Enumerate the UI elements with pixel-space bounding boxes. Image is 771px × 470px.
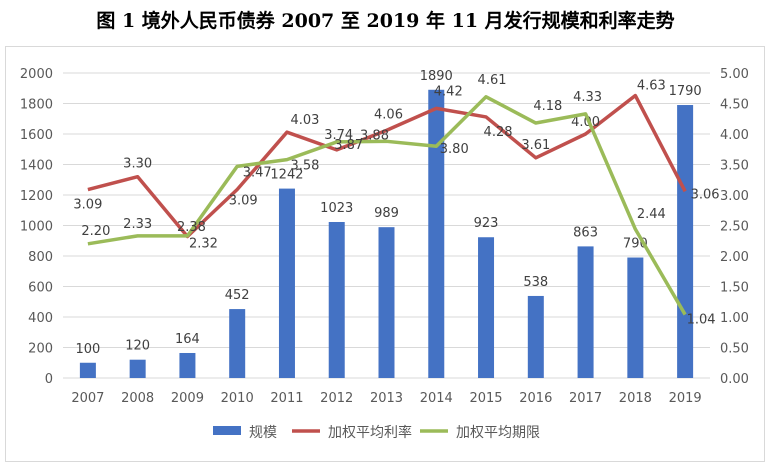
term-data-label: 3.47 bbox=[243, 165, 272, 180]
x-tick-label: 2015 bbox=[469, 391, 502, 406]
y-left-tick-label: 800 bbox=[28, 250, 53, 265]
y-right-tick-label: 1.00 bbox=[720, 311, 749, 326]
x-tick-label: 2009 bbox=[171, 391, 204, 406]
rate-data-label: 4.42 bbox=[434, 84, 463, 99]
x-tick-label: 2012 bbox=[320, 391, 353, 406]
bar-data-label: 989 bbox=[374, 206, 399, 221]
term-data-label: 3.88 bbox=[360, 128, 389, 143]
bar-data-label: 1023 bbox=[320, 201, 353, 216]
bar-data-label: 1890 bbox=[420, 69, 453, 84]
x-tick-label: 2018 bbox=[619, 391, 652, 406]
term-data-label: 2.33 bbox=[123, 217, 152, 232]
y-left-tick-label: 200 bbox=[28, 342, 53, 357]
y-left-tick-label: 2000 bbox=[20, 67, 53, 82]
y-right-tick-label: 5.00 bbox=[720, 67, 749, 82]
x-tick-label: 2014 bbox=[420, 391, 453, 406]
term-data-label: 2.38 bbox=[177, 220, 206, 235]
x-tick-label: 2007 bbox=[71, 391, 104, 406]
y-left-tick-label: 1800 bbox=[20, 98, 53, 113]
rate-data-label: 3.30 bbox=[123, 157, 152, 172]
bar-2008 bbox=[129, 359, 146, 378]
term-data-label: 1.04 bbox=[687, 313, 716, 328]
y-left-tick-label: 0 bbox=[45, 372, 53, 387]
bar-2009 bbox=[179, 352, 196, 378]
y-right-tick-label: 1.50 bbox=[720, 281, 749, 296]
legend-label: 加权平均期限 bbox=[456, 425, 540, 441]
bar-2019 bbox=[677, 105, 694, 379]
term-data-label: 2.20 bbox=[81, 224, 110, 239]
legend-swatch-bar bbox=[213, 426, 241, 435]
x-tick-label: 2017 bbox=[569, 391, 602, 406]
bar-2015 bbox=[478, 237, 495, 378]
bar-data-label: 923 bbox=[474, 216, 499, 231]
bar-2010 bbox=[229, 309, 246, 378]
y-right-tick-label: 0.00 bbox=[720, 372, 749, 387]
x-tick-label: 2010 bbox=[221, 391, 254, 406]
x-tick-label: 2016 bbox=[519, 391, 552, 406]
y-right-tick-label: 4.50 bbox=[720, 98, 749, 113]
rate-data-label: 3.09 bbox=[229, 194, 258, 209]
y-right-tick-label: 3.00 bbox=[720, 189, 749, 204]
term-data-label: 4.18 bbox=[533, 99, 562, 114]
rate-data-label: 3.74 bbox=[324, 128, 353, 143]
x-tick-label: 2008 bbox=[121, 391, 154, 406]
term-data-label: 3.58 bbox=[290, 159, 319, 174]
bar-2011 bbox=[278, 188, 295, 378]
bar-2007 bbox=[79, 362, 96, 378]
rate-data-label: 3.06 bbox=[691, 187, 720, 202]
y-left-tick-label: 1600 bbox=[20, 128, 53, 143]
rate-data-label: 4.06 bbox=[374, 107, 403, 122]
y-left-tick-label: 600 bbox=[28, 281, 53, 296]
rate-data-label: 4.63 bbox=[637, 79, 666, 94]
bar-data-label: 100 bbox=[75, 342, 100, 357]
chart-frame bbox=[5, 46, 765, 462]
bar-2016 bbox=[527, 295, 544, 378]
bar-2014 bbox=[428, 89, 445, 379]
term-data-label: 2.44 bbox=[637, 207, 666, 222]
legend-label: 加权平均利率 bbox=[328, 424, 412, 441]
term-data-label: 3.87 bbox=[334, 138, 363, 153]
bar-2013 bbox=[378, 227, 395, 378]
y-left-tick-label: 1000 bbox=[20, 220, 53, 235]
x-tick-label: 2019 bbox=[669, 391, 702, 406]
bar-data-label: 120 bbox=[125, 339, 150, 354]
bar-data-label: 164 bbox=[175, 332, 200, 347]
y-right-tick-label: 2.00 bbox=[720, 250, 749, 265]
x-tick-label: 2013 bbox=[370, 391, 403, 406]
y-left-tick-label: 1400 bbox=[20, 159, 53, 174]
term-line bbox=[87, 95, 687, 316]
bar-data-label: 538 bbox=[523, 275, 548, 290]
y-right-tick-label: 4.00 bbox=[720, 128, 749, 143]
y-left-tick-label: 400 bbox=[28, 311, 53, 326]
legend-label: 规模 bbox=[249, 425, 277, 441]
bar-data-label: 1790 bbox=[669, 84, 702, 99]
term-data-label: 4.61 bbox=[478, 73, 507, 88]
rate-data-label: 4.28 bbox=[484, 125, 513, 140]
bar-2018 bbox=[627, 257, 644, 378]
bar-data-label: 452 bbox=[225, 288, 250, 303]
rate-data-label: 4.03 bbox=[290, 113, 319, 128]
term-data-label: 3.80 bbox=[440, 142, 469, 157]
rate-data-label: 2.32 bbox=[189, 236, 218, 251]
bar-2012 bbox=[328, 221, 345, 378]
chart-title: 图 1 境外人民币债券 2007 至 2019 年 11 月发行规模和利率走势 bbox=[96, 10, 675, 32]
y-right-tick-label: 2.50 bbox=[720, 220, 749, 235]
rate-data-label: 3.09 bbox=[73, 198, 102, 213]
bar-2017 bbox=[577, 246, 594, 378]
bar-data-label: 863 bbox=[573, 225, 598, 240]
rate-data-label: 3.61 bbox=[521, 138, 550, 153]
term-data-label: 4.33 bbox=[573, 90, 602, 105]
x-tick-label: 2011 bbox=[270, 391, 303, 406]
y-right-tick-label: 0.50 bbox=[720, 342, 749, 357]
bar-data-label: 1242 bbox=[270, 168, 303, 183]
y-right-tick-label: 3.50 bbox=[720, 159, 749, 174]
y-left-tick-label: 1200 bbox=[20, 189, 53, 204]
